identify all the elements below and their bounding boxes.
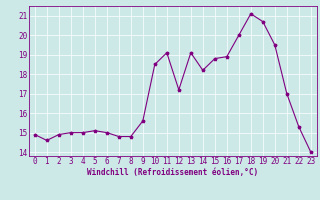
X-axis label: Windchill (Refroidissement éolien,°C): Windchill (Refroidissement éolien,°C) bbox=[87, 168, 258, 177]
